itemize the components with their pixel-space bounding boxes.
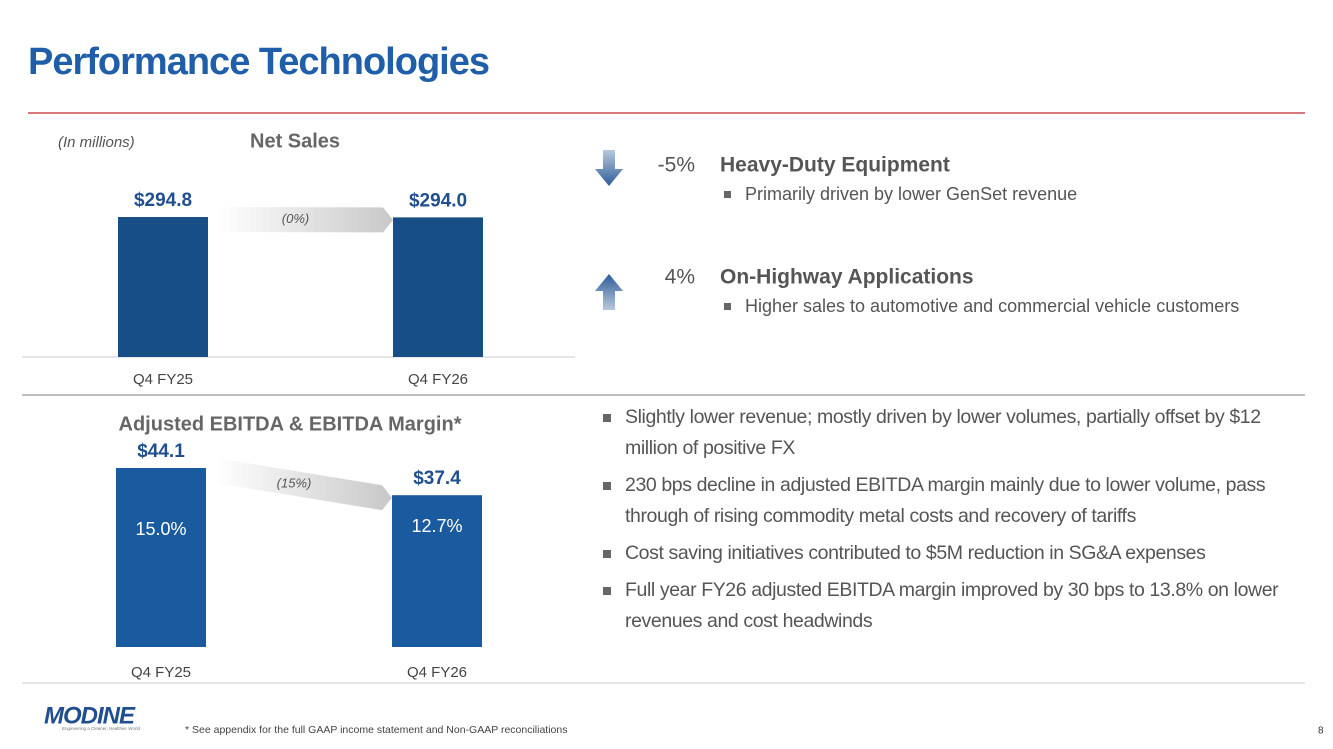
- bullet: Full year FY26 adjusted EBITDA margin im…: [600, 575, 1310, 637]
- change-label: (0%): [282, 211, 309, 226]
- change-arrow: [218, 207, 393, 233]
- bullet: Slightly lower revenue; mostly driven by…: [600, 402, 1310, 464]
- x-tick-label: Q4 FY26: [408, 371, 468, 388]
- driver-name: On-Highway Applications: [720, 266, 974, 289]
- bullet-square: [724, 191, 731, 198]
- driver-detail: Higher sales to automotive and commercia…: [745, 296, 1239, 316]
- direction-arrow: [595, 150, 623, 186]
- unit-note: (In millions): [58, 134, 135, 151]
- bullet: Cost saving initiatives contributed to $…: [600, 538, 1310, 569]
- margin-label: 12.7%: [411, 516, 462, 536]
- chart-title: Net Sales: [250, 130, 340, 152]
- driver-detail: Primarily driven by lower GenSet revenue: [745, 184, 1077, 204]
- bullet-list: Slightly lower revenue; mostly driven by…: [600, 402, 1310, 643]
- change-label: (15%): [277, 476, 312, 491]
- bar: [393, 217, 483, 357]
- value-label: $37.4: [413, 468, 461, 489]
- bar: [392, 495, 482, 647]
- logo-tagline: Engineering a Cleaner, Healthier World: [62, 726, 140, 731]
- value-label: $294.8: [134, 190, 192, 211]
- x-tick-label: Q4 FY25: [133, 371, 193, 388]
- slide-title: Performance Technologies: [28, 41, 489, 83]
- x-tick-label: Q4 FY25: [131, 664, 191, 681]
- x-tick-label: Q4 FY26: [407, 664, 467, 681]
- bar: [118, 217, 208, 357]
- logo-name: MODINE: [44, 702, 136, 729]
- chart-title: Adjusted EBITDA & EBITDA Margin*: [119, 413, 462, 435]
- change-arrow: [216, 458, 392, 511]
- bar: [116, 468, 206, 647]
- direction-arrow: [595, 274, 623, 310]
- driver-name: Heavy-Duty Equipment: [720, 154, 950, 177]
- bullet: 230 bps decline in adjusted EBITDA margi…: [600, 470, 1310, 532]
- margin-label: 15.0%: [135, 519, 186, 539]
- bullet-square: [724, 303, 731, 310]
- value-label: $44.1: [137, 441, 185, 462]
- driver-change: 4%: [665, 266, 695, 289]
- driver-change: -5%: [658, 154, 695, 177]
- footnote: * See appendix for the full GAAP income …: [185, 724, 568, 736]
- page-number: 8: [1318, 726, 1324, 737]
- value-label: $294.0: [409, 190, 467, 211]
